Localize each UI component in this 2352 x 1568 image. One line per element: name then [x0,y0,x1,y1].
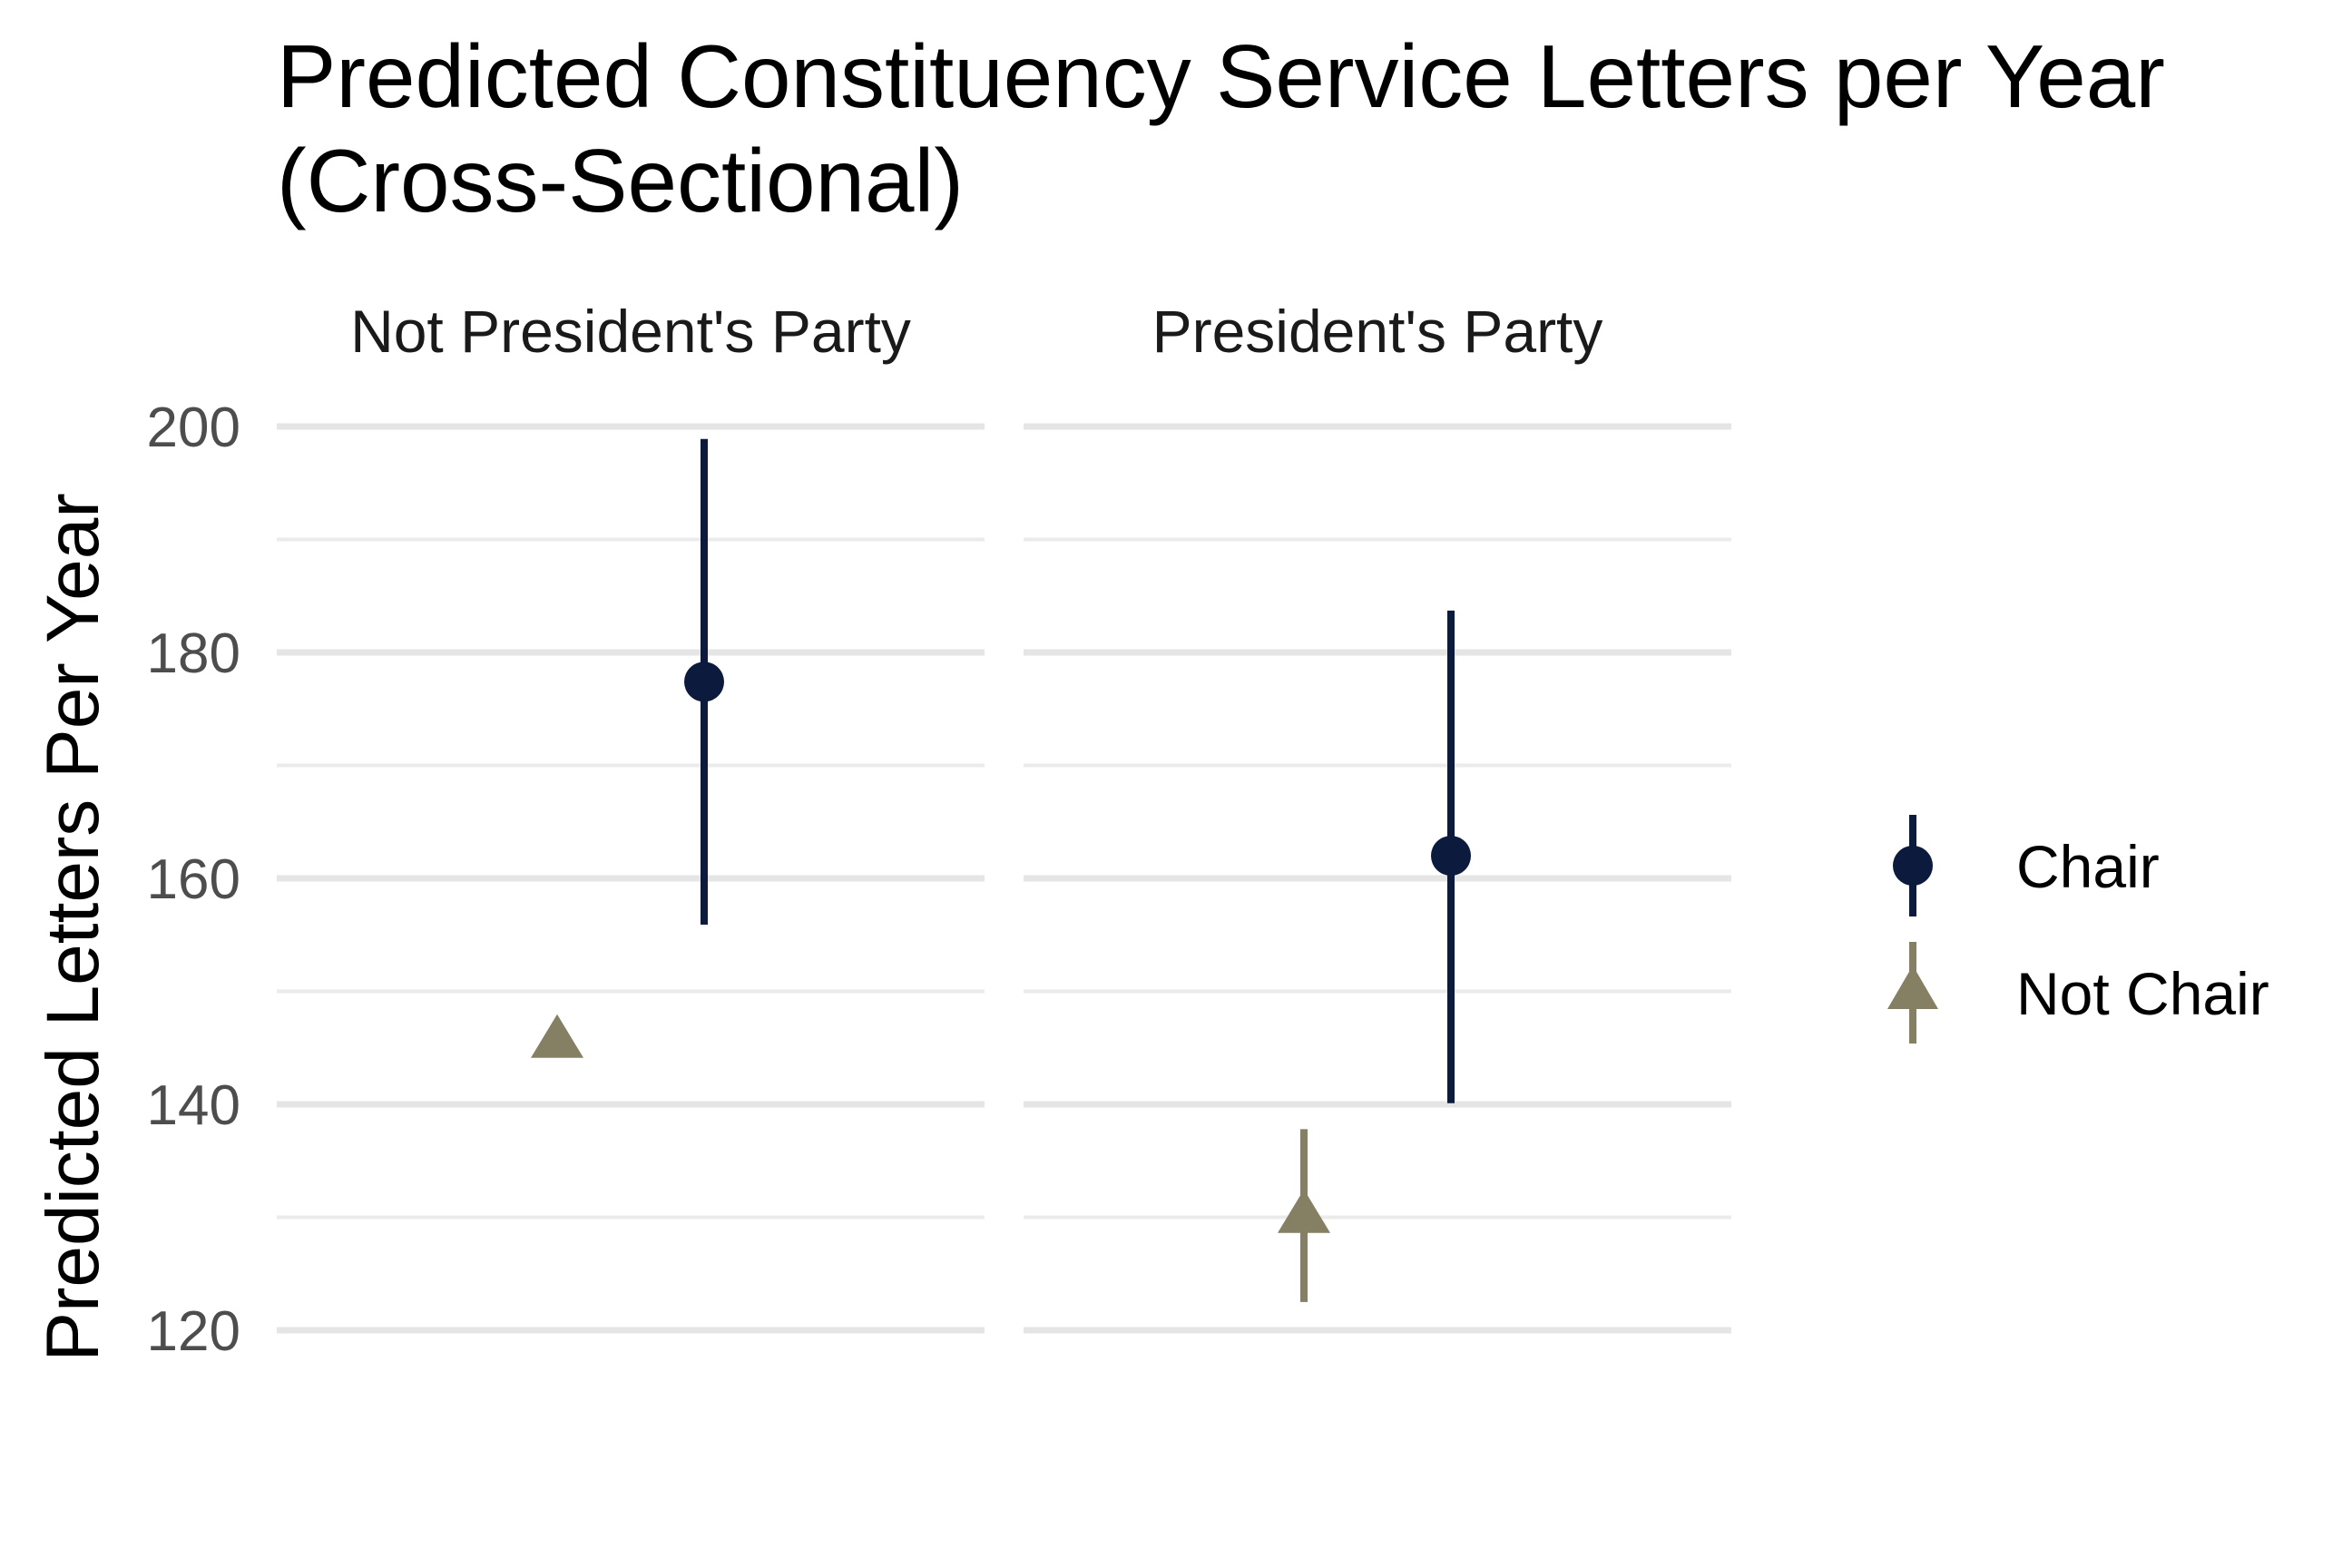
y-tick-label: 160 [147,848,240,911]
chart-title: Predicted Constituency Service Letters p… [277,26,2165,126]
y-tick-label: 200 [147,397,240,459]
y-axis-title: Predicted Letters Per Year [32,493,114,1361]
grid [277,423,1731,1334]
not-chair-point [1278,1189,1330,1233]
legend-not-chair-marker [1887,965,1938,1009]
y-axis-ticks: 120 140 160 180 200 [147,397,240,1363]
chart-title-line2: (Cross-Sectional) [277,131,964,230]
chair-point [1431,836,1471,877]
facet-label-not-presidents-party: Not President's Party [350,298,911,365]
legend-label-chair: Chair [2016,833,2160,900]
legend: Chair Not Chair [1887,815,2269,1044]
data-marks [531,438,1471,1302]
legend-label-not-chair: Not Chair [2016,960,2269,1027]
not-chair-point [531,1014,583,1058]
y-tick-label: 140 [147,1074,240,1137]
y-tick-label: 120 [147,1300,240,1363]
legend-chair-marker [1893,846,1933,886]
y-tick-label: 180 [147,622,240,685]
chair-point [684,662,724,702]
facet-label-presidents-party: President's Party [1152,298,1603,365]
